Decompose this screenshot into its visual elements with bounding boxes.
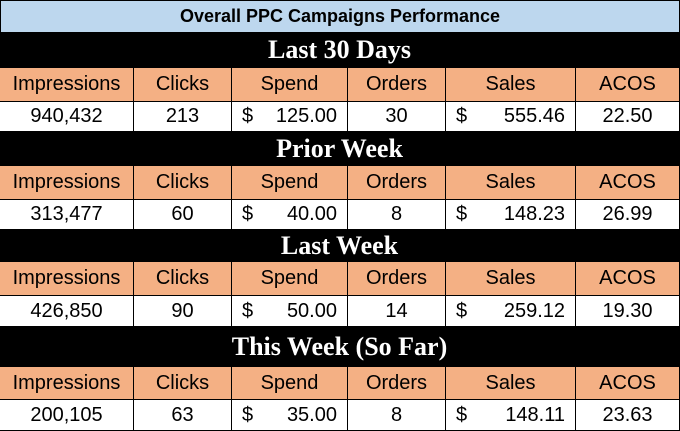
column-header: Orders: [348, 367, 446, 400]
money-cell: $125.00: [232, 102, 348, 132]
currency-symbol: $: [456, 299, 468, 322]
amount: 259.12: [503, 299, 565, 322]
data-cell: 30: [348, 102, 446, 132]
amount: 148.11: [505, 403, 565, 426]
column-header: Spend: [232, 262, 348, 296]
column-header: Spend: [232, 367, 348, 400]
section-title: Last 30 Days: [0, 33, 680, 68]
column-header: Impressions: [0, 262, 134, 296]
data-cell: 63: [134, 400, 232, 431]
data-cell: 313,477: [0, 200, 134, 230]
column-header: Spend: [232, 166, 348, 200]
column-header: Impressions: [0, 68, 134, 102]
money-cell: $555.46: [446, 102, 576, 132]
column-header: Impressions: [0, 166, 134, 200]
column-header: Spend: [232, 68, 348, 102]
currency-symbol: $: [456, 105, 468, 127]
section-title: Prior Week: [0, 132, 680, 166]
currency-symbol: $: [242, 203, 254, 225]
amount: 40.00: [286, 203, 337, 225]
data-cell: 19.30: [576, 296, 680, 327]
column-header: Clicks: [134, 262, 232, 296]
data-cell: 200,105: [0, 400, 134, 431]
data-cell: 14: [348, 296, 446, 327]
money-cell: $148.11: [446, 400, 576, 431]
data-cell: 22.50: [576, 102, 680, 132]
table-title: Overall PPC Campaigns Performance: [0, 0, 680, 33]
money-cell: $50.00: [232, 296, 348, 327]
column-header: Sales: [446, 166, 576, 200]
amount: 555.46: [503, 105, 565, 127]
column-header: Clicks: [134, 367, 232, 400]
data-cell: 60: [134, 200, 232, 230]
section-title: This Week (So Far): [0, 327, 680, 367]
amount: 148.23: [503, 203, 565, 225]
column-header: Sales: [446, 68, 576, 102]
data-cell: 90: [134, 296, 232, 327]
column-header: ACOS: [576, 166, 680, 200]
column-header: Sales: [446, 367, 576, 400]
column-header: ACOS: [576, 367, 680, 400]
data-cell: 940,432: [0, 102, 134, 132]
currency-symbol: $: [242, 105, 254, 127]
data-cell: 8: [348, 400, 446, 431]
section-title: Last Week: [0, 230, 680, 262]
column-header: ACOS: [576, 262, 680, 296]
column-header: Clicks: [134, 166, 232, 200]
column-header: Orders: [348, 262, 446, 296]
money-cell: $259.12: [446, 296, 576, 327]
amount: 50.00: [286, 299, 337, 322]
column-header: Sales: [446, 262, 576, 296]
column-header: Orders: [348, 166, 446, 200]
column-header: Impressions: [0, 367, 134, 400]
currency-symbol: $: [456, 403, 468, 426]
amount: 125.00: [275, 105, 337, 127]
currency-symbol: $: [456, 203, 468, 225]
column-header: Orders: [348, 68, 446, 102]
column-header: Clicks: [134, 68, 232, 102]
money-cell: $35.00: [232, 400, 348, 431]
amount: 35.00: [286, 403, 337, 426]
data-cell: 213: [134, 102, 232, 132]
currency-symbol: $: [242, 299, 254, 322]
data-cell: 426,850: [0, 296, 134, 327]
money-cell: $40.00: [232, 200, 348, 230]
currency-symbol: $: [242, 403, 254, 426]
column-header: ACOS: [576, 68, 680, 102]
data-cell: 26.99: [576, 200, 680, 230]
data-cell: 8: [348, 200, 446, 230]
money-cell: $148.23: [446, 200, 576, 230]
data-cell: 23.63: [576, 400, 680, 431]
